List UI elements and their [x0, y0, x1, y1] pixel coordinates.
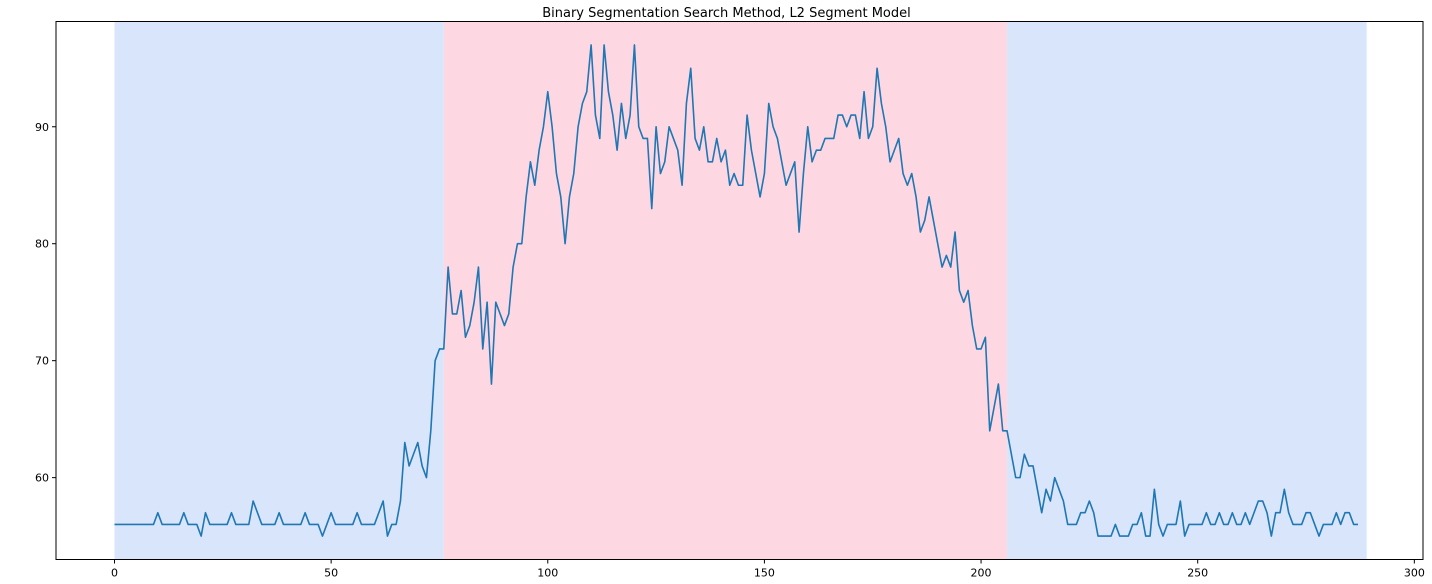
segment-band-3 — [1007, 21, 1367, 560]
x-tick-label: 100 — [537, 567, 558, 580]
series-layer — [114, 44, 1359, 537]
x-tick-label: 250 — [1187, 567, 1208, 580]
series-line-signal — [114, 44, 1359, 537]
segment-band-1 — [114, 21, 444, 560]
y-tick-label: 90 — [35, 121, 49, 134]
x-tick-label: 200 — [971, 567, 992, 580]
x-tick-label: 300 — [1404, 567, 1425, 580]
y-tick-label: 70 — [35, 355, 49, 368]
x-axis: 0 50 100 150 200 250 300 — [111, 559, 1425, 580]
x-tick-label: 0 — [111, 567, 118, 580]
plot-frame — [55, 21, 1424, 560]
segment-bands — [114, 21, 1367, 560]
y-tick-label: 80 — [35, 238, 49, 251]
y-tick-label: 60 — [35, 472, 49, 485]
x-tick-label: 150 — [754, 567, 775, 580]
x-tick-label: 50 — [324, 567, 338, 580]
segment-band-2 — [443, 21, 1008, 560]
chart-title: Binary Segmentation Search Method, L2 Se… — [542, 6, 911, 21]
y-axis: 60 70 80 90 — [35, 121, 56, 485]
